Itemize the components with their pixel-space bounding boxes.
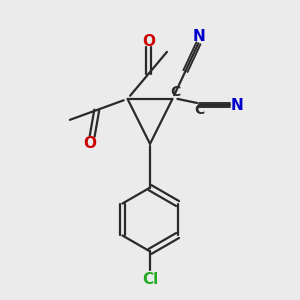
- Text: Cl: Cl: [142, 272, 158, 287]
- Text: O: O: [142, 34, 155, 49]
- Text: N: N: [193, 29, 206, 44]
- Text: O: O: [84, 136, 97, 151]
- Text: C: C: [194, 103, 204, 117]
- Text: N: N: [231, 98, 244, 112]
- Text: C: C: [171, 85, 181, 98]
